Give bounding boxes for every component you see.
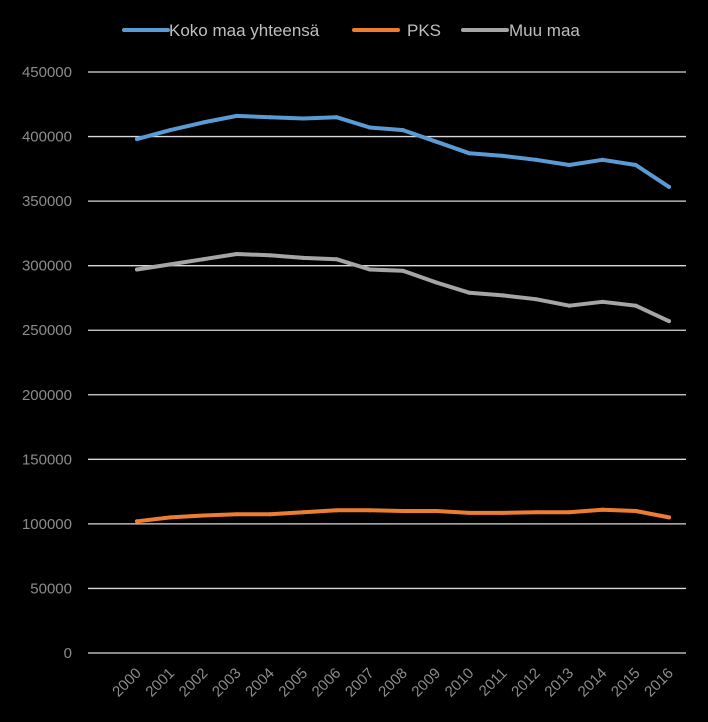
data-point (334, 257, 339, 262)
data-point (567, 510, 572, 515)
x-tick-label: 2002 (176, 665, 212, 701)
x-tick-label: 2007 (342, 665, 378, 701)
x-tick-label: 2009 (408, 665, 444, 701)
data-point (268, 253, 272, 258)
y-tick-label: 150000 (22, 451, 72, 468)
y-tick-label: 50000 (30, 580, 72, 597)
data-point (234, 113, 239, 118)
y-tick-label: 200000 (22, 387, 72, 404)
data-point (667, 515, 671, 520)
data-point (367, 508, 372, 513)
data-point (567, 162, 572, 167)
data-point (234, 512, 239, 517)
data-point (567, 303, 572, 308)
data-point (633, 162, 638, 167)
y-tick-label: 0 (64, 645, 72, 662)
y-tick-label: 450000 (22, 64, 72, 81)
x-tick-label: 2015 (608, 665, 644, 701)
data-point (434, 139, 439, 144)
x-tick-label: 2012 (508, 665, 544, 701)
data-point (467, 151, 472, 156)
data-point (135, 519, 139, 524)
data-point (534, 297, 538, 302)
series-lines (135, 113, 671, 524)
data-point (367, 267, 372, 272)
data-point (301, 116, 306, 121)
data-point (268, 115, 272, 120)
legend-label-2: Muu maa (509, 21, 580, 40)
data-point (234, 252, 239, 257)
data-point (401, 128, 405, 133)
data-point (301, 510, 306, 515)
data-point (401, 268, 405, 273)
data-point (434, 280, 439, 285)
x-tick-label: 2014 (575, 665, 611, 701)
y-tick-label: 100000 (22, 516, 72, 533)
data-point (367, 125, 372, 130)
y-axis-tick-labels: 0 50000 100000 150000 200000 250000 300000 3500… (22, 64, 72, 662)
y-tick-label: 400000 (22, 129, 72, 146)
data-point (467, 510, 472, 515)
x-tick-label: 2003 (209, 665, 245, 701)
y-tick-label: 250000 (22, 322, 72, 339)
data-point (135, 137, 139, 142)
legend: Koko maa yhteensä PKS Muu maa (122, 21, 580, 40)
data-point (168, 262, 173, 267)
x-axis-tick-labels: 2000200120022003200420052006200720082009… (109, 665, 677, 701)
x-tick-label: 2016 (641, 665, 677, 701)
legend-label-1: PKS (407, 21, 441, 40)
data-point (168, 515, 173, 520)
data-point (334, 115, 339, 120)
x-tick-label: 2008 (375, 665, 411, 701)
y-tick-label: 300000 (22, 258, 72, 275)
y-tick-label: 350000 (22, 193, 72, 210)
data-point (201, 513, 206, 518)
data-point (434, 508, 439, 513)
legend-label-0: Koko maa yhteensä (169, 21, 320, 40)
series-line-0 (135, 113, 671, 189)
x-tick-label: 2000 (109, 665, 145, 701)
data-point (201, 257, 206, 262)
data-point (500, 510, 505, 515)
data-point (334, 508, 339, 513)
data-point (667, 184, 671, 189)
x-tick-label: 2013 (541, 665, 577, 701)
data-point (600, 299, 605, 304)
data-point (600, 507, 605, 512)
data-point (401, 508, 405, 513)
series-line-2 (135, 252, 671, 324)
data-point (168, 128, 173, 133)
x-tick-label: 2004 (242, 665, 278, 701)
data-point (301, 255, 306, 260)
data-point (268, 512, 272, 517)
data-point (467, 290, 472, 295)
data-point (633, 508, 638, 513)
data-point (633, 303, 638, 308)
data-point (534, 157, 538, 162)
data-point (201, 120, 206, 125)
x-tick-label: 2006 (309, 665, 345, 701)
data-point (500, 293, 505, 298)
x-tick-label: 2005 (275, 665, 311, 701)
data-point (600, 157, 605, 162)
x-tick-label: 2010 (442, 665, 478, 701)
gridlines (88, 71, 686, 654)
data-point (667, 319, 671, 324)
x-tick-label: 2001 (142, 665, 178, 701)
data-point (534, 510, 538, 515)
data-point (135, 267, 139, 272)
x-tick-label: 2011 (476, 665, 511, 700)
data-point (500, 153, 505, 158)
